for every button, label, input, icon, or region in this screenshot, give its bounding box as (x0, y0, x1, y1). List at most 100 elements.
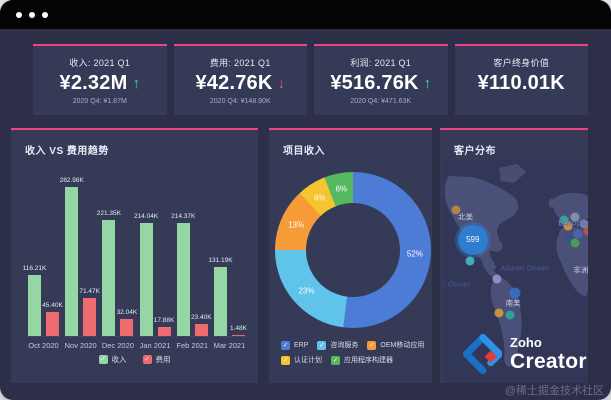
map-customer-dot[interactable] (563, 221, 573, 231)
x-axis-label: Jan 2021 (139, 341, 171, 350)
bar-value-label: 32.04K (116, 309, 138, 317)
legend-item[interactable]: ✓ 认证计划 (281, 355, 322, 365)
world-map[interactable]: 599 北美 Europe Atlantic Ocean Pacific Ocean 南美… (444, 160, 588, 383)
kpi-card-clv: 客户终身价值 ¥110.01K (454, 44, 588, 115)
bar-费用[interactable]: 23.40K (191, 314, 212, 336)
map-customer-dot[interactable] (583, 226, 588, 236)
legend-item[interactable]: ✓ ERP (281, 340, 308, 350)
bar-收入[interactable]: 214.04K (134, 213, 158, 336)
map-customer-dot[interactable] (570, 212, 580, 222)
bar-value-label: 131.19K (208, 256, 233, 264)
window-control-dot[interactable] (29, 11, 35, 18)
bar-group: 214.37K 23.40K Feb 2021 (171, 186, 212, 350)
map-customer-dot[interactable] (494, 308, 504, 318)
map-customer-dot[interactable] (559, 215, 569, 225)
kpi-value: ¥42.76K (195, 71, 273, 94)
donut-chart: 52% 23% 13% 6% 6% (269, 164, 432, 336)
bar-费用[interactable]: 45.40K (42, 302, 63, 336)
bar-group: 221.35K 32.04K Dec 2020 (97, 186, 137, 351)
kpi-value: ¥516.76K (330, 71, 419, 94)
legend-item[interactable]: ✓ OEM移动应用 (367, 340, 424, 350)
world-map-landmass (444, 160, 588, 383)
x-axis-label: Oct 2020 (28, 341, 59, 350)
map-customer-dot[interactable] (451, 205, 461, 214)
bar-value-label: 23.40K (190, 313, 212, 321)
zoho-creator-logo-icon (462, 334, 502, 374)
bar-收入[interactable]: 282.98K (60, 177, 84, 336)
map-customer-dot[interactable] (465, 256, 475, 266)
bar-value-label: 1.48K (229, 325, 247, 332)
map-label: 非洲 (573, 265, 588, 275)
bar-收入[interactable]: 116.21K (23, 265, 46, 336)
donut-slice-label: 13% (288, 220, 305, 230)
bar-费用[interactable]: 71.47K (79, 288, 100, 336)
bar-费用[interactable]: 32.04K (117, 309, 137, 336)
kpi-title: 利润: 2021 Q1 (350, 57, 412, 68)
window-control-dot[interactable] (16, 11, 22, 18)
legend-item[interactable]: ✓ 应用程序构建器 (331, 355, 393, 365)
panel-title: 项目收入 (283, 146, 325, 157)
bar-group: 282.98K 71.47K Nov 2020 (60, 177, 100, 350)
panel-title: 收入 VS 费用趋势 (25, 146, 109, 157)
bar-value-label: 17.88K (153, 316, 175, 324)
x-axis-label: Mar 2021 (213, 341, 246, 350)
bar-value-label: 116.21K (22, 264, 47, 272)
kpi-card-profit: 利润: 2021 Q1 ¥516.76K ↑ 2020 Q4: ¥471.63K (314, 44, 448, 115)
kpi-comparison: 2020 Q4: ¥1.87M (72, 97, 127, 105)
legend-label: 咨询服务 (330, 342, 359, 349)
panel-title: 客户分布 (454, 146, 496, 157)
bar-费用[interactable]: 1.48K (230, 325, 247, 336)
trend-down-icon: ↓ (277, 74, 286, 92)
trend-up-icon: ↑ (423, 74, 432, 92)
legend-label: ERP (294, 341, 309, 349)
kpi-value: ¥2.32M (59, 71, 128, 94)
donut-hole (306, 203, 400, 297)
bar-收入[interactable]: 214.37K (171, 213, 195, 336)
legend-item[interactable]: ✓ 咨询服务 (317, 340, 358, 350)
x-axis-label: Dec 2020 (101, 341, 134, 350)
bar-chart: 116.21K 45.40K Oct 2020 282.98K 71.47K Nov 20… (23, 177, 250, 351)
legend-item[interactable]: ✓ 费用 (142, 354, 171, 365)
panel-project-revenue: 项目收入 52% 23% 13% 6% 6% ✓ ERP ✓ 咨询服务 ✓ OEM移动应用 ✓ 认证计… (269, 128, 432, 383)
kpi-title: 客户终身价值 (493, 57, 550, 68)
legend-label: 应用程序构建器 (344, 357, 393, 364)
bar-value-label: 221.35K (96, 209, 121, 217)
bar-费用[interactable]: 17.88K (154, 317, 174, 336)
watermark: @稀土掘金技术社区 (504, 385, 604, 397)
bar-group: 214.04K 17.88K Jan 2021 (134, 186, 174, 350)
legend-label: OEM移动应用 (380, 342, 425, 349)
legend-checkbox-icon: ✓ (98, 355, 108, 364)
legend-checkbox-icon: ✓ (331, 355, 340, 365)
donut-chart-legend: ✓ ERP ✓ 咨询服务 ✓ OEM移动应用 ✓ 认证计划 ✓ 应用程序构建器 (281, 340, 426, 365)
map-customer-dot[interactable] (573, 229, 583, 239)
zoho-creator-logo: Zoho Creator (462, 334, 587, 374)
bar-chart-legend: ✓ 收入 ✓ 费用 (11, 354, 258, 365)
x-axis-label: Feb 2021 (176, 341, 209, 350)
map-customer-dot[interactable] (509, 287, 521, 299)
bar-value-label: 214.37K (171, 213, 196, 221)
legend-item[interactable]: ✓ 收入 (98, 354, 127, 365)
bar-group: 116.21K 45.40K Oct 2020 (23, 186, 63, 350)
kpi-card-revenue: 收入: 2021 Q1 ¥2.32M ↑ 2020 Q4: ¥1.87M (33, 44, 167, 115)
bar-value-label: 282.98K (59, 177, 84, 184)
bar-value-label: 45.40K (42, 302, 63, 310)
donut-slice-label: 6% (313, 193, 326, 203)
map-customer-dot[interactable] (564, 234, 574, 244)
map-customer-dot[interactable] (570, 238, 580, 248)
legend-label: 认证计划 (294, 357, 322, 364)
bar-收入[interactable]: 131.19K (208, 257, 233, 336)
bar-value-label: 71.47K (79, 288, 100, 296)
donut-slice-label: 6% (335, 184, 348, 194)
map-bubble-count[interactable]: 599 (457, 224, 488, 255)
kpi-title: 收入: 2021 Q1 (69, 57, 131, 68)
map-customer-dot[interactable] (492, 274, 502, 284)
map-customer-dot[interactable] (579, 219, 588, 229)
logo-text-zoho: Zoho (510, 335, 542, 350)
bar-收入[interactable]: 221.35K (97, 210, 121, 336)
map-customer-dot[interactable] (505, 310, 515, 320)
legend-checkbox-icon: ✓ (317, 340, 327, 350)
window-control-dot[interactable] (42, 11, 48, 18)
logo-text-creator: Creator (510, 350, 587, 373)
map-label: Pacific Ocean (444, 279, 471, 289)
